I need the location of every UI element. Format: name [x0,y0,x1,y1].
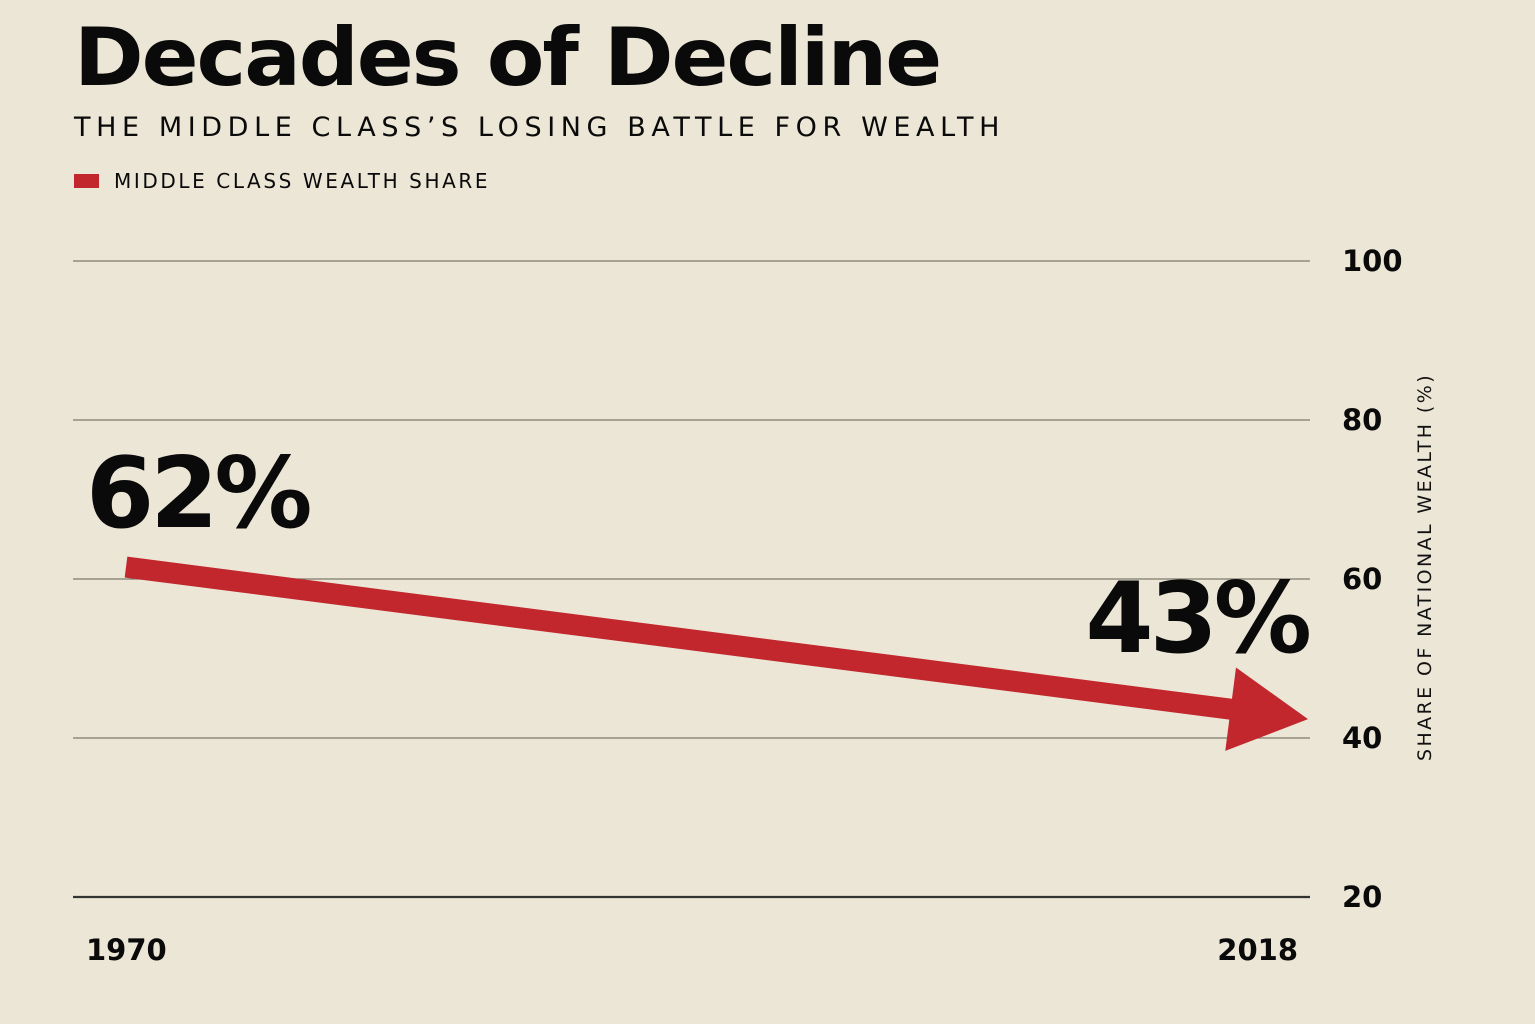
y-tick-labels: 100 80 60 40 20 [1342,244,1403,914]
x-tick-label: 1970 [86,933,167,967]
y-tick-label: 100 [1342,244,1403,278]
value-annotation: 43% [1085,562,1309,676]
y-axis-label: SHARE OF NATIONAL WEALTH (%) [1414,373,1436,761]
legend-swatch [74,174,99,188]
y-tick-label: 60 [1342,562,1382,596]
y-tick-label: 80 [1342,403,1382,437]
series-arrow [124,556,1308,751]
x-tick-label: 2018 [1217,933,1298,967]
y-tick-label: 40 [1342,721,1382,755]
y-tick-label: 20 [1342,880,1382,914]
x-tick-labels: 1970 2018 [86,933,1298,967]
series-arrow-mark [124,556,1308,751]
legend-label: MIDDLE CLASS WEALTH SHARE [114,169,491,193]
legend: MIDDLE CLASS WEALTH SHARE [74,169,490,193]
chart-title: Decades of Decline [74,11,942,104]
value-annotation: 62% [86,437,310,551]
annotations: 62% 43% [86,437,1314,676]
chart-subtitle: THE MIDDLE CLASS’S LOSING BATTLE FOR WEA… [74,112,1006,143]
